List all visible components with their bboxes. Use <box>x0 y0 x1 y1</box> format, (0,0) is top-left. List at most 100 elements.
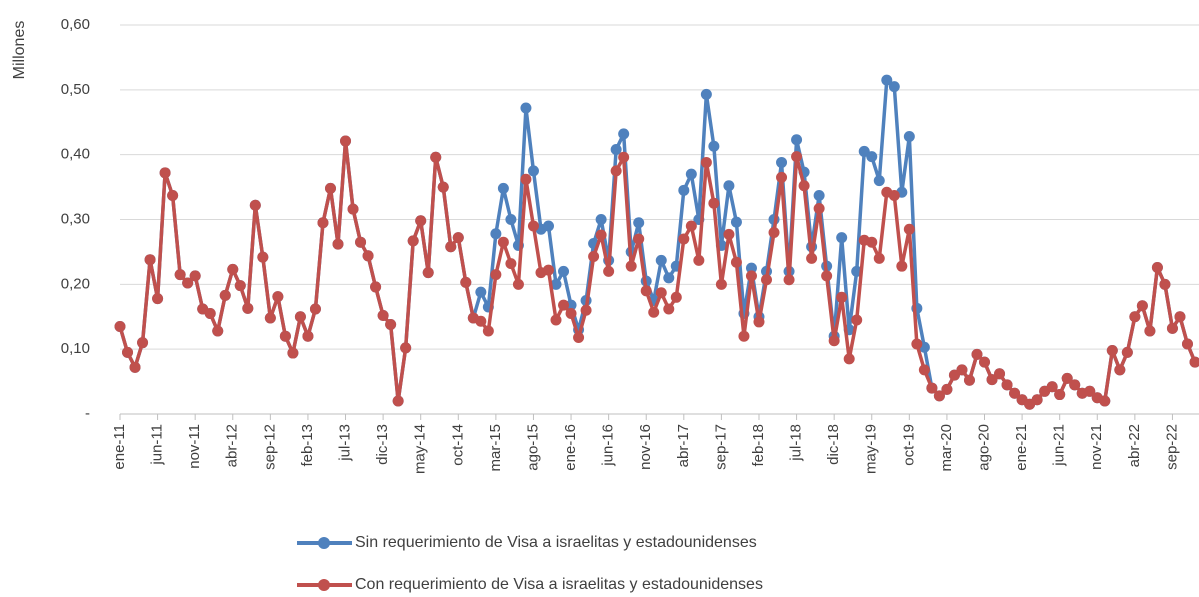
data-point <box>738 330 750 342</box>
data-point <box>144 254 156 266</box>
data-point <box>430 151 442 163</box>
x-tick-label: abr-22 <box>1126 424 1143 467</box>
data-point <box>693 254 705 266</box>
data-point <box>625 260 637 272</box>
data-point <box>873 175 885 187</box>
data-point <box>1084 385 1096 397</box>
data-point <box>633 233 645 245</box>
data-point <box>730 256 742 268</box>
data-point <box>527 220 539 232</box>
data-point <box>986 374 998 386</box>
data-point <box>347 203 359 215</box>
data-point <box>745 270 757 282</box>
y-tick-label: 0,10 <box>61 340 90 357</box>
data-point <box>1144 325 1156 337</box>
data-point <box>640 285 652 297</box>
x-tick-label: ago-20 <box>975 424 992 471</box>
data-point <box>828 335 840 347</box>
data-point <box>918 364 930 376</box>
data-point <box>663 272 675 284</box>
data-point <box>603 265 615 277</box>
data-point <box>655 287 667 299</box>
data-point <box>1181 338 1193 350</box>
data-point <box>941 383 953 395</box>
x-tick-label: ene-21 <box>1013 424 1030 471</box>
data-point <box>249 199 261 211</box>
x-tick-label: abr-12 <box>224 424 241 467</box>
data-point <box>475 286 487 298</box>
data-point <box>302 330 314 342</box>
data-point <box>385 319 397 331</box>
data-point <box>633 217 645 229</box>
x-tick-label: sep-22 <box>1163 424 1180 470</box>
data-point <box>1174 311 1186 323</box>
data-point <box>798 180 810 192</box>
data-point <box>272 291 284 303</box>
data-point <box>400 342 412 354</box>
x-tick-label: jun-21 <box>1051 424 1068 467</box>
data-point <box>979 356 991 368</box>
x-tick-label: nov-11 <box>186 424 203 469</box>
data-point <box>1136 300 1148 312</box>
data-point <box>963 374 975 386</box>
data-point <box>174 269 186 281</box>
data-point <box>708 197 720 209</box>
x-tick-label: oct-19 <box>900 424 917 466</box>
data-point <box>618 151 630 163</box>
y-tick-label: 0,20 <box>61 275 90 292</box>
data-point <box>1001 379 1013 391</box>
x-tick-label: jun-16 <box>600 424 617 467</box>
data-point <box>317 217 329 229</box>
data-point <box>836 291 848 303</box>
x-tick-label: sep-17 <box>712 424 729 470</box>
data-point <box>1151 261 1163 273</box>
y-tick-label: 0,40 <box>61 146 90 163</box>
x-tick-label: abr-17 <box>675 424 692 467</box>
data-point <box>332 238 344 250</box>
data-point <box>813 190 825 202</box>
data-point <box>227 263 239 275</box>
x-tick-label: ene-16 <box>562 424 579 471</box>
data-point <box>618 128 630 140</box>
data-point <box>497 236 509 248</box>
data-point <box>550 278 562 290</box>
data-point <box>167 190 179 202</box>
x-tick-label: dic-13 <box>374 424 391 465</box>
data-point <box>761 274 773 286</box>
data-point <box>159 167 171 179</box>
legend-label: Sin requerimiento de Visa a israelitas y… <box>355 534 757 551</box>
data-point <box>685 168 697 180</box>
legend-marker <box>318 579 330 591</box>
data-point <box>542 264 554 276</box>
data-point <box>768 226 780 238</box>
data-point <box>1166 322 1178 334</box>
data-point <box>452 232 464 244</box>
data-point <box>610 165 622 177</box>
data-point <box>505 214 517 225</box>
x-tick-label: oct-14 <box>449 424 466 466</box>
x-tick-label: feb-13 <box>299 424 316 467</box>
data-point <box>415 215 427 227</box>
data-point <box>279 330 291 342</box>
data-point <box>783 274 795 286</box>
data-point <box>362 250 374 262</box>
x-tick-label: may-14 <box>412 424 429 474</box>
data-point <box>122 346 134 358</box>
data-point <box>1114 364 1126 376</box>
x-tick-label: nov-21 <box>1088 424 1105 470</box>
data-point <box>791 151 803 163</box>
data-point <box>881 74 893 86</box>
data-point <box>1054 389 1066 401</box>
data-point <box>821 270 833 282</box>
y-tick-label: - <box>85 405 90 422</box>
data-point <box>1106 344 1118 356</box>
y-tick-label: 0,60 <box>61 16 90 33</box>
data-point <box>813 202 825 214</box>
x-tick-label: jul-13 <box>336 424 353 462</box>
data-point <box>182 277 194 289</box>
x-tick-label: nov-16 <box>637 424 654 470</box>
data-point <box>565 308 577 320</box>
data-point <box>791 134 803 146</box>
data-point <box>873 252 885 264</box>
data-point <box>527 165 539 177</box>
